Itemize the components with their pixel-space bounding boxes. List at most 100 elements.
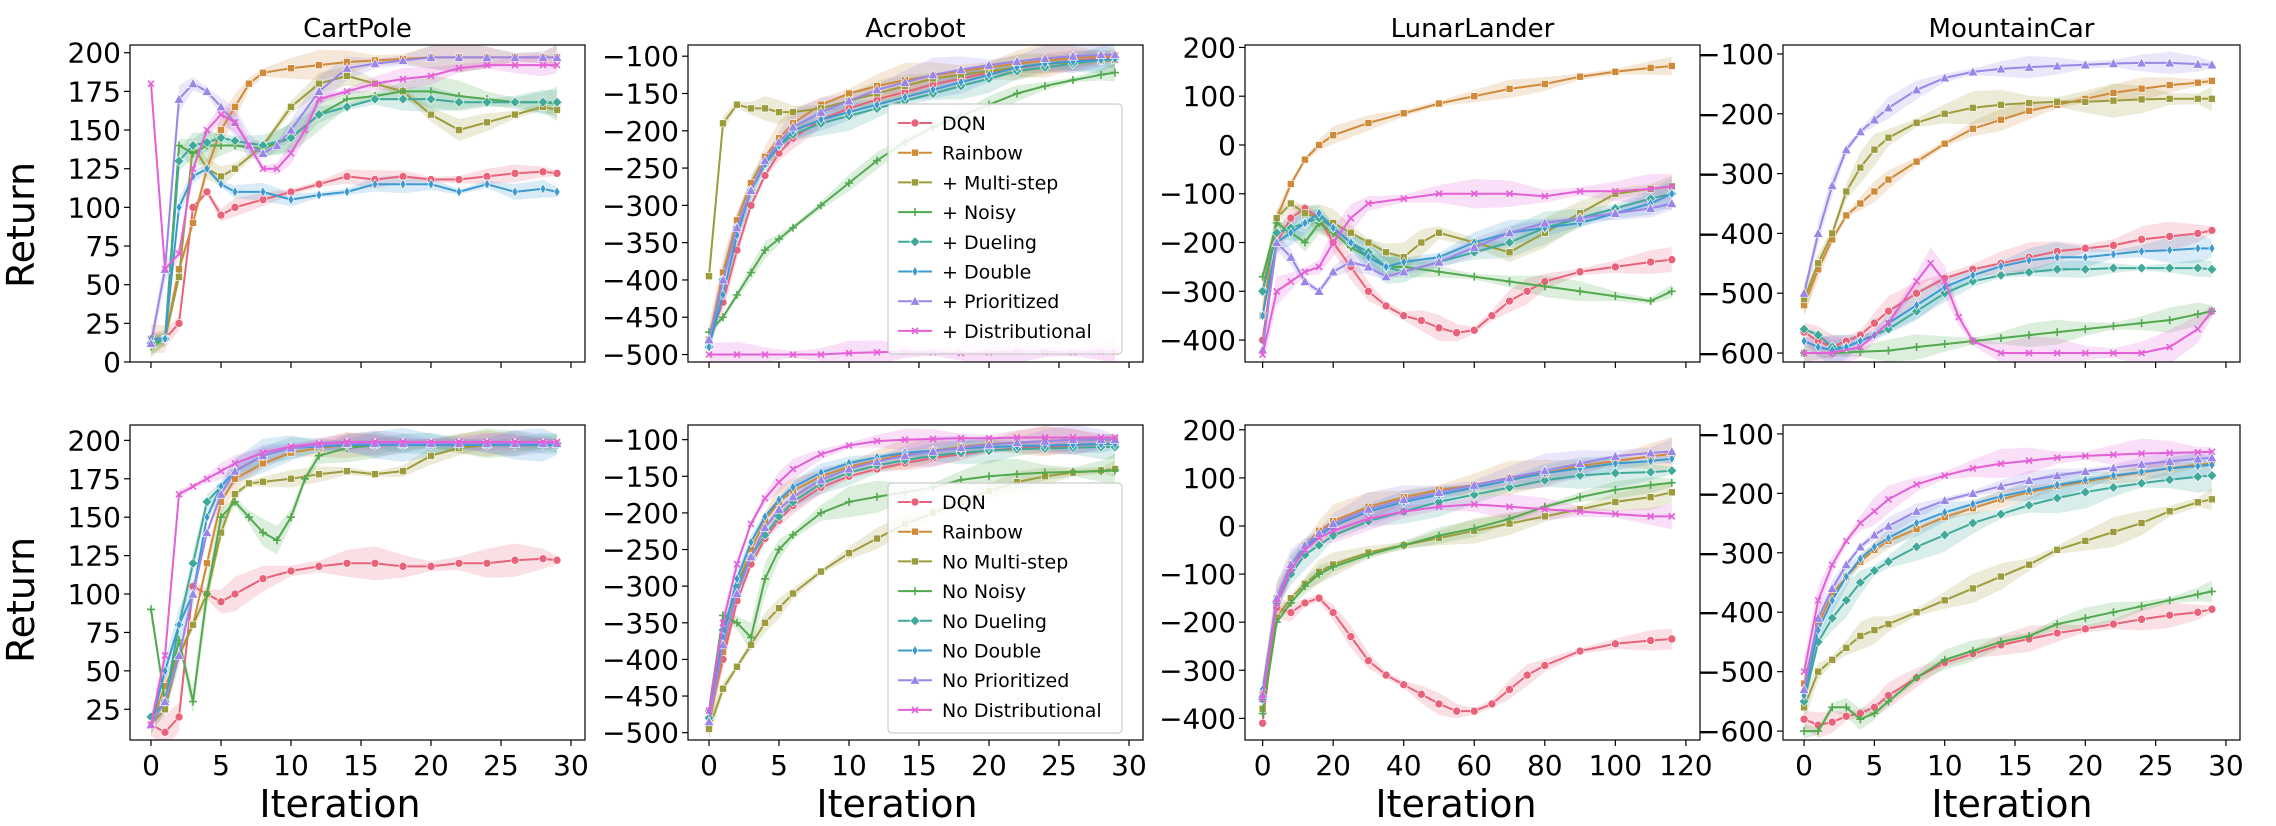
point-prioritized <box>2079 59 2091 70</box>
line-no-multi-step <box>150 442 557 726</box>
point-rainbow <box>1940 139 1949 148</box>
band-noisy <box>151 75 557 359</box>
point-double <box>873 99 881 111</box>
legend-item-no-double: No Double <box>898 641 1041 663</box>
point-distributional <box>553 61 561 69</box>
point-distributional <box>1611 187 1619 195</box>
y-tick-label: 0 <box>103 346 121 379</box>
x-tick-label: 0 <box>700 749 718 782</box>
point-no-prioritized <box>815 474 827 485</box>
point-noisy <box>2025 331 2034 340</box>
point-rainbow <box>2208 77 2216 85</box>
x-tick-label: 20 <box>2068 749 2104 782</box>
point-double <box>539 183 547 195</box>
point-no-distributional <box>817 450 825 458</box>
band-rainbow <box>1804 76 2212 316</box>
point-dqn <box>1399 311 1409 320</box>
point-dqn <box>1452 328 1461 338</box>
point-no-prioritized <box>1939 494 1951 505</box>
series-double <box>147 163 561 345</box>
point-no-dueling <box>2164 474 2176 486</box>
point-no-dueling <box>2079 486 2091 498</box>
point-prioritized <box>1067 50 1079 61</box>
y-tick-label: −400 <box>1697 596 1774 629</box>
point-no-noisy <box>1884 697 1893 706</box>
point-no-noisy <box>2053 620 2062 629</box>
point-prioritized <box>955 63 967 74</box>
point-prioritized <box>1854 126 1866 137</box>
point-prioritized <box>341 62 353 73</box>
point-no-distributional <box>1470 500 1478 508</box>
y-tick-label: 50 <box>85 655 121 688</box>
point-no-multi-step <box>775 604 783 612</box>
y-tick-label: −300 <box>1159 275 1236 308</box>
band-no-prioritized <box>1804 452 2212 695</box>
point-prioritized <box>1911 84 1923 95</box>
series-no-dueling <box>1798 470 2218 707</box>
point-dueling <box>229 135 241 147</box>
point-prioritized <box>271 139 283 150</box>
series-distributional <box>147 61 561 273</box>
axes-frame <box>1244 424 1701 741</box>
point-no-noisy <box>1434 531 1443 540</box>
point-no-distributional <box>2194 448 2202 456</box>
y-tick-label: −600 <box>1697 337 1774 370</box>
point-no-prioritized <box>201 526 213 537</box>
y-tick-label: 100 <box>68 578 121 611</box>
point-prioritized <box>1345 256 1357 267</box>
point-no-dueling <box>1854 577 1866 588</box>
point-no-distributional <box>231 459 239 467</box>
point-multi-step <box>1912 118 1921 127</box>
y-tick-label: −250 <box>602 152 679 185</box>
point-no-distributional <box>147 721 155 729</box>
point-no-distributional <box>455 438 463 446</box>
point-no-distributional <box>287 442 295 451</box>
line-prioritized <box>1261 202 1673 350</box>
point-double <box>175 201 183 213</box>
point-prioritized <box>1609 207 1621 218</box>
point-noisy <box>1646 297 1655 306</box>
point-double <box>1997 260 2005 272</box>
band-prioritized <box>709 45 1115 349</box>
point-dueling <box>2023 266 2035 278</box>
point-no-distributional <box>957 434 965 442</box>
y-tick-label: −150 <box>602 460 679 493</box>
point-multi-step <box>733 100 741 109</box>
series-no-prioritized <box>703 434 1121 726</box>
point-dqn <box>2165 232 2174 241</box>
point-no-distributional <box>1329 527 1337 535</box>
point-prioritized <box>1504 227 1516 238</box>
x-tick-label: 0 <box>1795 749 1813 782</box>
point-no-multi-step <box>1842 644 1851 652</box>
point-dueling <box>2192 262 2204 274</box>
legend-item-no-multi-step: No Multi-step <box>898 551 1068 573</box>
point-no-distributional <box>1111 433 1119 442</box>
legend-label: No Double <box>942 641 1041 663</box>
point-distributional <box>1347 214 1355 222</box>
point-no-distributional <box>1611 510 1619 518</box>
point-multi-step <box>175 273 183 281</box>
point-double <box>2053 251 2061 263</box>
point-rainbow <box>259 69 267 77</box>
point-dqn <box>2081 624 2090 634</box>
y-tick-label: −250 <box>602 534 679 567</box>
point-no-distributional <box>259 449 267 457</box>
point-noisy <box>1996 334 2005 343</box>
series-no-noisy <box>1800 587 2216 736</box>
point-no-noisy <box>985 472 993 481</box>
point-no-noisy <box>2081 614 2090 623</box>
point-distributional <box>175 250 183 258</box>
series-no-distributional <box>1259 500 1676 703</box>
point-dqn <box>174 319 184 328</box>
point-noisy <box>2053 328 2062 337</box>
point-dqn <box>1487 311 1497 320</box>
x-tick-label: 10 <box>273 749 309 782</box>
y-tick-label: −500 <box>602 717 679 750</box>
point-rainbow <box>1856 199 1865 208</box>
point-no-distributional <box>1541 505 1549 513</box>
point-no-distributional <box>539 438 547 446</box>
point-rainbow <box>2165 81 2174 89</box>
point-no-noisy <box>911 587 919 596</box>
point-noisy <box>1611 292 1620 301</box>
point-dqn <box>1611 262 1620 272</box>
